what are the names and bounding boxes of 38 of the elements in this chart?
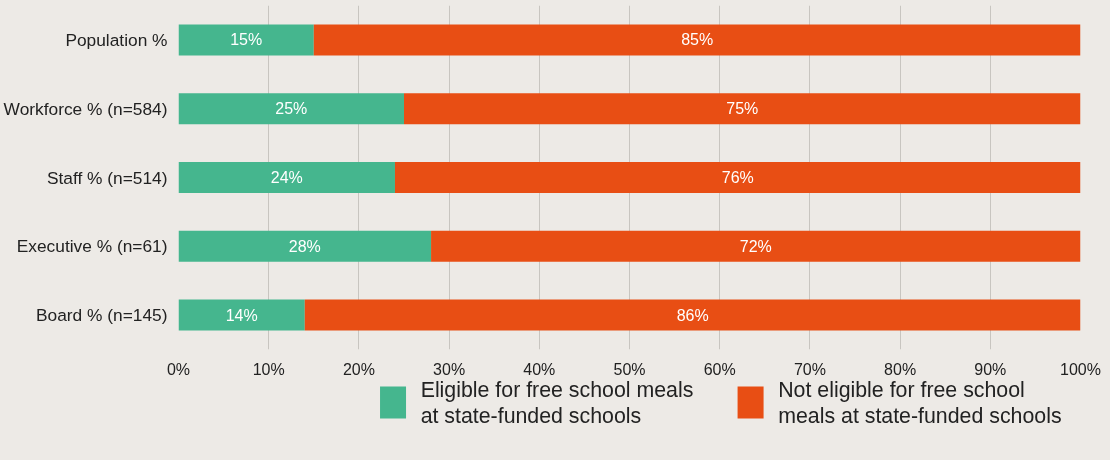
x-tick-label: 50% (613, 360, 646, 378)
y-tick-label: Staff % (n=514) (46, 167, 168, 188)
data-label: 72% (739, 237, 772, 255)
data-label: 25% (275, 100, 308, 118)
y-tick-label: Executive % (n=61) (16, 236, 168, 257)
data-label: 85% (681, 31, 714, 49)
y-tick-label: Workforce % (n=584) (3, 98, 168, 119)
bar (394, 162, 1081, 193)
x-tick-label: 30% (433, 360, 466, 378)
x-tick-label: 100% (1060, 360, 1101, 378)
bar (178, 230, 432, 262)
bar (304, 299, 1081, 331)
bar (178, 93, 404, 125)
data-label: 14% (225, 306, 258, 324)
data-label: 15% (230, 31, 263, 49)
y-tick-label: Population % (65, 29, 168, 50)
data-label: 86% (676, 306, 709, 324)
x-tick-label: 10% (252, 360, 285, 378)
bar (178, 24, 314, 56)
x-tick-label: 80% (884, 360, 917, 378)
data-label: 28% (288, 237, 321, 255)
x-tick-label: 70% (793, 360, 826, 378)
y-tick-label: Board % (n=145) (36, 305, 168, 326)
data-label: 75% (726, 100, 759, 118)
bar (431, 230, 1081, 262)
x-tick-label: 90% (974, 360, 1007, 378)
legend-label: Eligible for free school meals at state-funded schools (420, 377, 694, 428)
bar (178, 162, 395, 193)
x-tick-label: 20% (342, 360, 375, 378)
x-tick-label: 0% (166, 360, 191, 378)
bar (313, 24, 1081, 56)
data-label: 76% (721, 169, 754, 186)
data-label: 24% (270, 169, 303, 186)
x-tick-label: 60% (703, 360, 736, 378)
bar (178, 299, 305, 331)
legend-label: Not eligible for free school meals at state-funded schools (778, 377, 1062, 428)
bar (404, 93, 1081, 125)
x-tick-label: 40% (523, 360, 556, 378)
